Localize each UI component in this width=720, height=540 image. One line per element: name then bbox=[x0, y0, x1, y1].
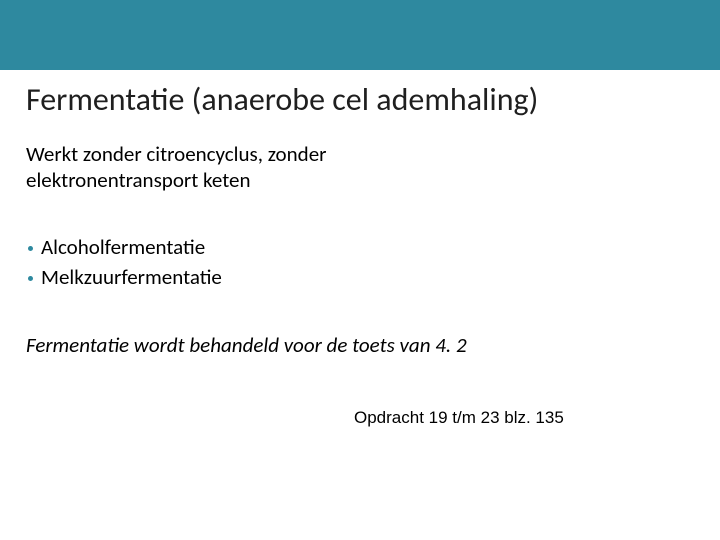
bullet-dot-icon bbox=[28, 276, 33, 281]
slide-title: Fermentatie (anaerobe cel ademhaling) bbox=[26, 82, 694, 119]
bullet-label: Melkzuurfermentatie bbox=[41, 263, 222, 292]
list-item: Melkzuurfermentatie bbox=[28, 263, 694, 292]
header-bar bbox=[0, 0, 720, 70]
note-text: Fermentatie wordt behandeld voor de toet… bbox=[26, 332, 694, 358]
bullet-list: Alcoholfermentatie Melkzuurfermentatie bbox=[26, 233, 694, 292]
assignment-text: Opdracht 19 t/m 23 blz. 135 bbox=[26, 408, 694, 428]
slide-content: Fermentatie (anaerobe cel ademhaling) We… bbox=[0, 70, 720, 428]
bullet-dot-icon bbox=[28, 246, 33, 251]
list-item: Alcoholfermentatie bbox=[28, 233, 694, 262]
intro-text: Werkt zonder citroencyclus, zonder elekt… bbox=[26, 141, 456, 194]
bullet-label: Alcoholfermentatie bbox=[41, 233, 205, 262]
